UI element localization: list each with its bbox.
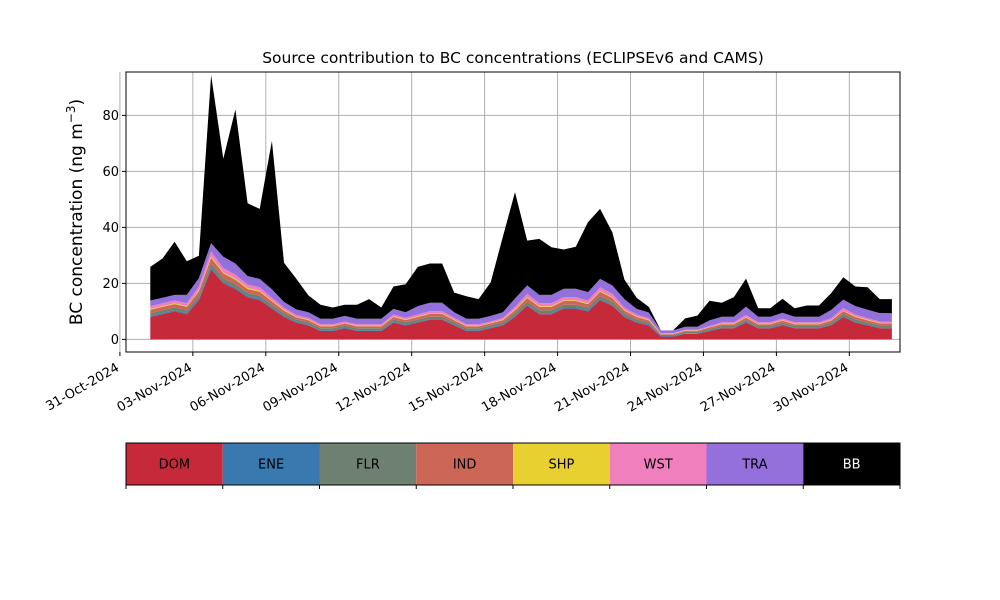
x-tick-label: 03-Nov-2024: [115, 360, 195, 415]
legend-label-dom: DOM: [159, 458, 190, 473]
area-series-dom: [150, 269, 892, 340]
x-tick-label: 31-Oct-2024: [44, 360, 122, 414]
legend-frame: [125, 442, 901, 486]
plot-frame: [125, 71, 901, 353]
x-tick-label: 15-Nov-2024: [406, 360, 486, 415]
legend-swatch-ind: [416, 443, 513, 485]
y-axis-label-main: BC concentration (ng m: [67, 123, 87, 325]
legend-colorbar: DOM ENE FLR IND SHP WST TRA BB: [125, 442, 901, 489]
legend-swatch-flr: [319, 443, 417, 485]
legend-label-ind: IND: [453, 458, 477, 473]
legend-label-ene: ENE: [258, 458, 284, 473]
y-tick-label: 20: [102, 277, 119, 292]
x-axis-ticks: 31-Oct-202403-Nov-202406-Nov-202409-Nov-…: [44, 352, 851, 415]
chart-title: Source contribution to BC concentrations…: [262, 49, 764, 67]
stacked-area-layer: [150, 75, 892, 340]
legend-label-wst: WST: [644, 458, 673, 473]
legend-swatch-ene: [222, 443, 320, 485]
legend-swatch-tra: [706, 443, 804, 485]
x-tick-label: 24-Nov-2024: [625, 360, 705, 415]
x-tick-label: 21-Nov-2024: [552, 360, 632, 415]
y-axis-label-suffix: ): [67, 99, 87, 106]
legend-swatch-bb: [803, 443, 900, 485]
legend-swatch-dom: [126, 443, 223, 485]
x-tick-label: 09-Nov-2024: [260, 360, 340, 415]
y-tick-label: 80: [102, 109, 119, 124]
legend-label-bb: BB: [843, 458, 861, 473]
x-tick-label: 27-Nov-2024: [698, 360, 778, 415]
legend-label-flr: FLR: [356, 458, 380, 473]
x-tick-label: 06-Nov-2024: [188, 360, 268, 415]
x-tick-label: 18-Nov-2024: [479, 360, 559, 415]
y-tick-label: 60: [102, 165, 119, 180]
y-axis-label: BC concentration (ng m−3): [64, 99, 87, 325]
area-series-bb: [150, 75, 892, 331]
legend-swatch-wst: [609, 443, 707, 485]
y-axis-ticks: 0 20 40 60 80: [102, 109, 126, 348]
legend-label-shp: SHP: [548, 458, 574, 473]
y-tick-label: 0: [111, 333, 119, 348]
x-tick-label: 12-Nov-2024: [333, 360, 413, 415]
y-tick-label: 40: [102, 221, 119, 236]
y-axis-label-superscript: −3: [64, 105, 78, 123]
legend-label-tra: TRA: [741, 458, 767, 473]
x-tick-label: 30-Nov-2024: [771, 360, 851, 415]
legend-swatch-shp: [513, 443, 610, 485]
